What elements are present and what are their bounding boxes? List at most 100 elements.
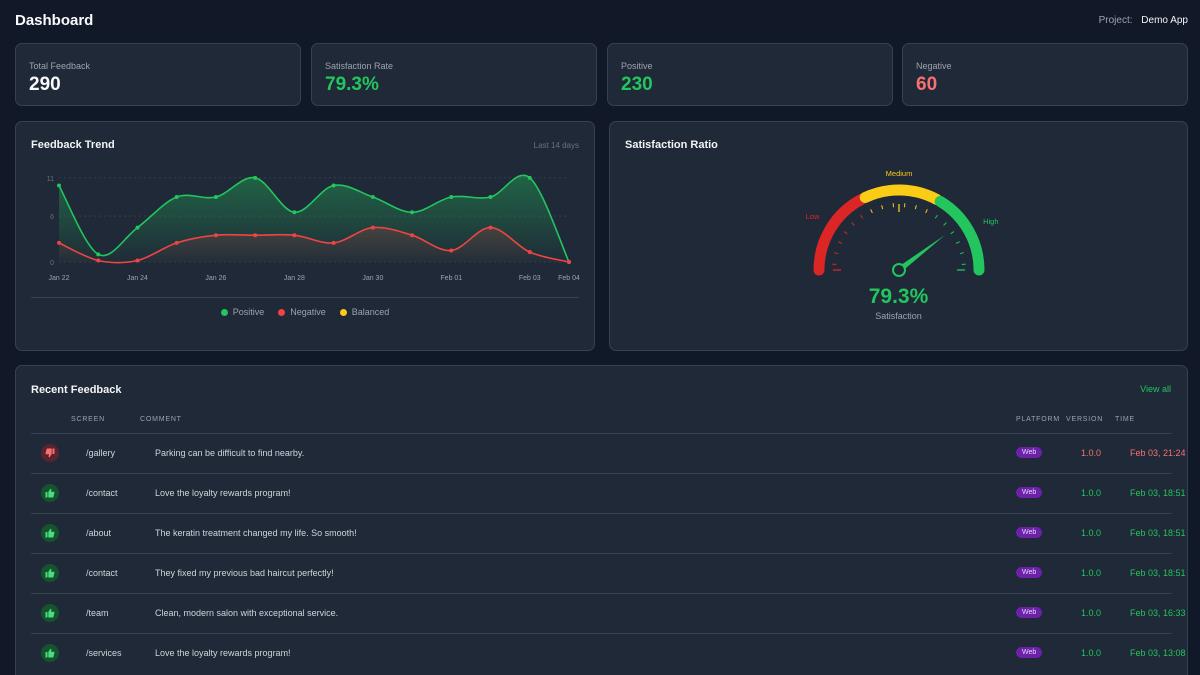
trend-title: Feedback Trend [31, 139, 115, 151]
data-point-positive[interactable] [292, 210, 297, 215]
table-row[interactable]: /team Clean, modern salon with exceptiona… [31, 593, 1186, 633]
view-all-link[interactable]: View all [1140, 384, 1171, 394]
row-version: 1.0.0 [1081, 488, 1102, 498]
stat-value: 60 [916, 74, 938, 95]
data-point-positive[interactable] [96, 252, 101, 257]
column-header-screen[interactable]: SCREEN [71, 416, 105, 423]
row-screen: /gallery [86, 448, 116, 458]
y-tick-label: 11 [47, 176, 54, 183]
data-point-negative[interactable] [213, 233, 218, 238]
column-header-version[interactable]: VERSION [1066, 416, 1104, 423]
data-point-negative[interactable] [174, 240, 179, 245]
data-point-negative[interactable] [135, 258, 140, 263]
stat-card-total: Total Feedback 290 [15, 43, 301, 106]
column-header-comment[interactable]: COMMENT [140, 416, 182, 423]
row-time: Feb 03, 16:33 [1130, 608, 1186, 618]
y-tick-label: 0 [50, 260, 54, 267]
stat-card-satisfaction: Satisfaction Rate 79.3% [311, 43, 597, 106]
x-tick-label: Jan 22 [48, 275, 69, 282]
column-header-time[interactable]: TIME [1115, 416, 1135, 423]
row-divider [31, 633, 1172, 634]
gauge-zone-medium [859, 184, 943, 205]
row-comment: They fixed my previous bad haircut perfe… [155, 568, 334, 578]
satisfaction-gauge: Low Medium High [806, 169, 999, 277]
trend-range[interactable]: Last 14 days [533, 141, 579, 150]
gauge-zone-high [934, 195, 985, 276]
data-point-positive[interactable] [174, 194, 179, 199]
x-tick-label: Jan 26 [205, 275, 226, 282]
thumbs-down-icon [41, 444, 59, 462]
data-point-negative[interactable] [96, 258, 101, 263]
data-point-positive[interactable] [57, 183, 61, 188]
gauge-value: 79.3% [868, 285, 929, 308]
row-screen: /contact [86, 488, 118, 498]
legend-item-balanced[interactable]: Balanced [339, 307, 389, 317]
legend-item-positive[interactable]: Positive [220, 307, 264, 317]
data-point-negative[interactable] [57, 240, 61, 245]
row-divider [31, 593, 1172, 594]
row-comment: Love the loyalty rewards program! [155, 648, 291, 658]
divider [31, 297, 579, 298]
row-divider [31, 513, 1172, 514]
stat-label: Negative [916, 61, 952, 71]
gauge-tick [955, 241, 960, 244]
data-point-positive[interactable] [410, 210, 415, 215]
row-version: 1.0.0 [1081, 568, 1102, 578]
gauge-label-low: Low [806, 212, 820, 221]
row-comment: Love the loyalty rewards program! [155, 488, 291, 498]
gauge-needle [897, 234, 946, 273]
data-point-positive[interactable] [213, 194, 218, 199]
table-row[interactable]: /contact They fixed my previous bad hairc… [31, 553, 1186, 593]
row-comment: The keratin treatment changed my life. S… [155, 528, 357, 538]
legend-item-negative[interactable]: Negative [278, 307, 326, 317]
data-point-positive[interactable] [253, 175, 258, 180]
data-point-negative[interactable] [370, 225, 375, 230]
data-point-positive[interactable] [135, 225, 140, 230]
gauge-tick [843, 231, 848, 235]
data-point-positive[interactable] [488, 194, 493, 199]
data-point-negative[interactable] [292, 233, 297, 238]
data-point-positive[interactable] [370, 194, 375, 199]
data-point-negative[interactable] [410, 233, 415, 238]
data-point-negative[interactable] [449, 248, 454, 253]
stat-label: Positive [621, 61, 653, 71]
row-screen: /about [86, 528, 112, 538]
thumbs-up-icon [41, 644, 59, 662]
row-time: Feb 03, 18:51 [1130, 488, 1186, 498]
table-row[interactable]: /about The keratin treatment changed my l… [31, 513, 1186, 553]
stat-label: Satisfaction Rate [325, 61, 394, 71]
row-version: 1.0.0 [1081, 608, 1102, 618]
page-title: Dashboard [15, 11, 94, 29]
row-version: 1.0.0 [1081, 448, 1102, 458]
project-selector[interactable]: Project: Demo App [1099, 15, 1188, 26]
series-line-negative [58, 226, 570, 264]
table-row[interactable]: /contact Love the loyalty rewards program… [31, 473, 1186, 513]
data-point-negative[interactable] [253, 233, 258, 238]
data-point-negative[interactable] [567, 260, 571, 264]
thumbs-up-icon [41, 524, 59, 542]
row-time: Feb 03, 18:51 [1130, 528, 1186, 538]
feedback-trend-panel: Feedback Trend Last 14 days 0 6 11 Jan 22 Ja… [15, 121, 595, 351]
stat-label: Total Feedback [29, 61, 91, 71]
table-row[interactable]: /services Love the loyalty rewards progra… [31, 633, 1186, 673]
column-header-platform[interactable]: PLATFORM [1016, 416, 1060, 423]
row-screen: /services [86, 648, 122, 658]
project-label: Project: [1098, 14, 1133, 26]
table-row[interactable]: /gallery Parking can be difficult to find… [31, 433, 1186, 473]
stat-value: 290 [29, 74, 61, 95]
gauge-tick [851, 222, 855, 226]
platform-badge: Web [1016, 527, 1043, 538]
data-point-negative[interactable] [527, 250, 532, 255]
gauge-tick [950, 231, 955, 235]
gauge-tick [881, 205, 884, 210]
x-tick-label: Jan 28 [284, 275, 305, 282]
data-point-positive[interactable] [331, 183, 336, 188]
data-point-negative[interactable] [488, 225, 493, 230]
data-point-positive[interactable] [527, 175, 532, 180]
data-point-negative[interactable] [331, 240, 336, 245]
gauge-tick [934, 214, 938, 219]
trend-legend: Positive Negative Balanced [16, 307, 594, 317]
row-divider [31, 473, 1172, 474]
data-point-positive[interactable] [449, 194, 454, 199]
x-tick-label: Feb 04 [558, 275, 580, 282]
